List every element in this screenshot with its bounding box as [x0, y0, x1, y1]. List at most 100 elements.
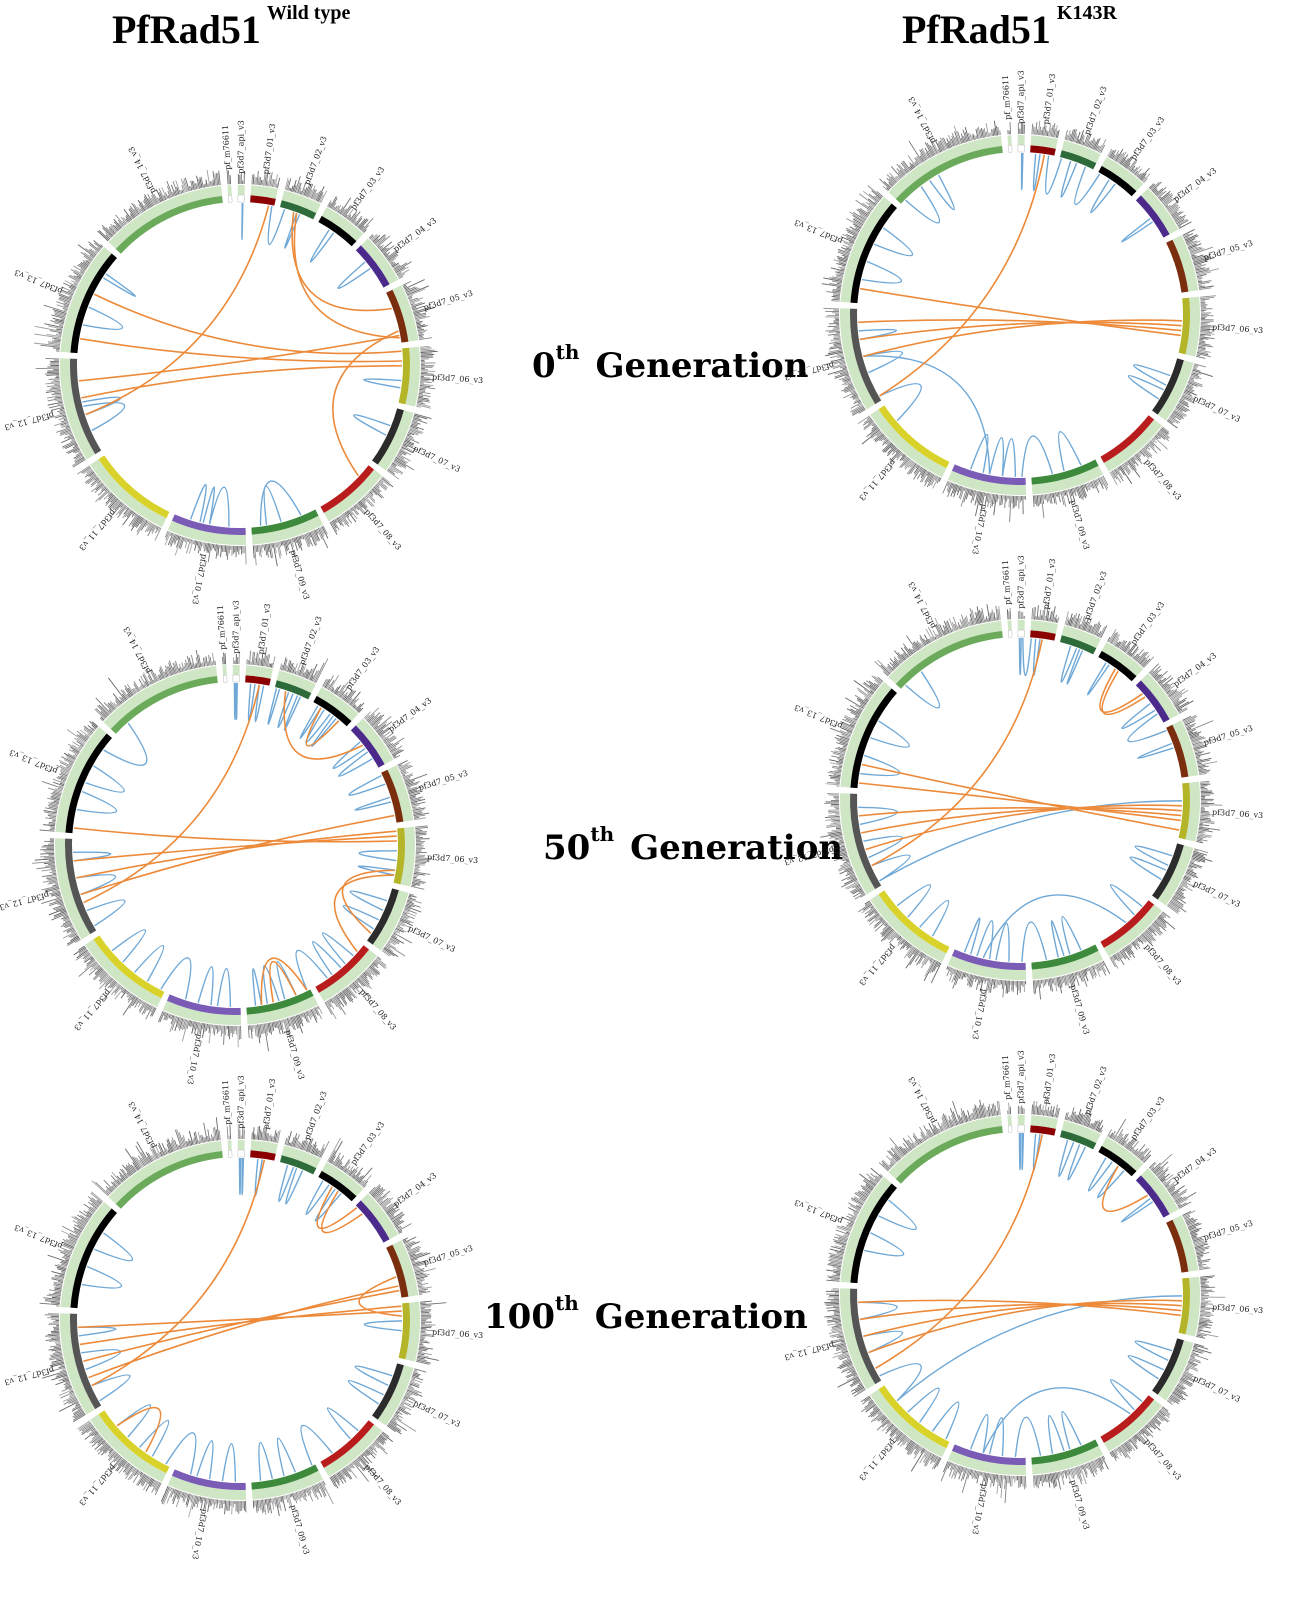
histogram-bar: [385, 254, 389, 258]
histogram-bar: [834, 846, 846, 851]
histogram-bar: [414, 866, 420, 868]
histogram-bar: [1110, 632, 1118, 644]
histogram-bar: [832, 1351, 849, 1359]
histogram-bar: [66, 1396, 77, 1402]
histogram-bar: [975, 1471, 979, 1479]
histogram-bar: [396, 1410, 403, 1416]
histogram-bar: [94, 1440, 106, 1450]
histogram-bar: [122, 1164, 132, 1176]
histogram-bar: [56, 777, 66, 782]
histogram-bar: [391, 1418, 398, 1423]
histogram-bar: [167, 1149, 170, 1154]
intra-chromosomal-link: [1133, 364, 1171, 386]
histogram-bar: [266, 1498, 269, 1513]
histogram-bar: [1085, 968, 1088, 972]
histogram-bar: [1035, 1101, 1038, 1115]
histogram-bar: [108, 228, 115, 235]
histogram-bar: [1114, 1449, 1118, 1455]
histogram-bar: [1043, 979, 1046, 986]
intra-chromosomal-link: [285, 1167, 304, 1205]
histogram-bar: [264, 655, 268, 667]
ideogram-band: [108, 1141, 223, 1204]
chromosome-arc-pf3d7_11: [98, 1410, 170, 1474]
histogram-bar: [1182, 715, 1197, 723]
histogram-bar: [989, 493, 992, 504]
histogram-bar: [384, 252, 391, 257]
histogram-bar: [983, 1472, 987, 1482]
histogram-bar: [87, 259, 92, 263]
intra-chromosomal-link: [1032, 153, 1041, 192]
histogram-bar: [273, 1497, 277, 1507]
histogram-bar: [1109, 1451, 1114, 1458]
histogram-bar: [182, 1492, 186, 1502]
histogram-bar: [909, 162, 915, 169]
histogram-bar: [1080, 1465, 1083, 1470]
histogram-bar: [394, 1220, 405, 1227]
histogram-bar: [373, 960, 379, 965]
histogram-bar: [1117, 1447, 1122, 1453]
histogram-bar: [58, 298, 70, 304]
histogram-bar: [1053, 617, 1056, 623]
histogram-bar: [106, 1188, 112, 1194]
histogram-bar: [1135, 453, 1142, 461]
histogram-bar: [864, 1396, 871, 1402]
histogram-bar: [1198, 1324, 1208, 1327]
histogram-bar: [1139, 167, 1150, 180]
histogram-bar: [149, 681, 152, 685]
ideogram-band: [246, 995, 319, 1025]
histogram-bar: [140, 520, 148, 531]
histogram-bar: [989, 978, 993, 993]
histogram-bar: [352, 982, 359, 989]
histogram-bar: [837, 746, 847, 751]
chromosome-arc-pf3d7_01: [1030, 1125, 1056, 1136]
histogram-bar: [378, 480, 388, 489]
histogram-bar: [1089, 137, 1095, 149]
histogram-bar: [1179, 398, 1189, 404]
histogram-bar: [88, 1429, 97, 1435]
histogram-bar: [982, 1472, 984, 1477]
histogram-bar: [335, 994, 345, 1008]
histogram-bar: [946, 142, 950, 149]
histogram-bar: [1050, 124, 1054, 137]
histogram-bar: [1037, 1105, 1040, 1115]
histogram-bar: [1097, 962, 1103, 971]
histogram-bar: [51, 1360, 64, 1365]
histogram-bar: [54, 310, 67, 316]
histogram-bar: [1118, 1446, 1127, 1458]
histogram-bar: [131, 511, 135, 515]
histogram-bar: [394, 261, 412, 272]
histogram-bar: [409, 893, 415, 896]
ideogram-band: [1103, 1399, 1162, 1452]
histogram-bar: [987, 978, 991, 991]
histogram-bar: [854, 225, 861, 230]
histogram-bar: [832, 843, 845, 847]
histogram-bar: [908, 463, 917, 475]
chromosome-arc-pf3d7_03: [318, 215, 357, 247]
histogram-bar: [1059, 491, 1061, 495]
histogram-bar: [292, 667, 296, 674]
histogram-bar: [1196, 354, 1201, 357]
chromosome-label: pf3d7_03_v3: [1129, 1095, 1166, 1142]
histogram-bar: [374, 1189, 386, 1200]
histogram-bar: [1000, 1475, 1004, 1498]
histogram-bar: [387, 1424, 402, 1435]
histogram-bar: [388, 468, 395, 473]
ideogram-band: [870, 409, 947, 478]
histogram-bar: [1169, 1190, 1175, 1195]
histogram-bar: [1118, 639, 1125, 649]
histogram-bar: [1042, 494, 1045, 505]
histogram-bar: [63, 1381, 71, 1386]
histogram-bar: [833, 1310, 840, 1313]
histogram-bar: [895, 175, 900, 181]
histogram-bar: [255, 1024, 259, 1038]
histogram-bar: [74, 454, 84, 460]
histogram-bar: [932, 476, 940, 489]
histogram-bar: [1198, 346, 1206, 349]
histogram-bar: [1200, 328, 1215, 331]
histogram-bar: [158, 188, 166, 201]
histogram-bar: [1169, 415, 1181, 424]
histogram-bar: [48, 822, 56, 824]
histogram-bar: [51, 1363, 65, 1368]
histogram-bar: [340, 209, 346, 216]
histogram-bar: [103, 975, 111, 983]
